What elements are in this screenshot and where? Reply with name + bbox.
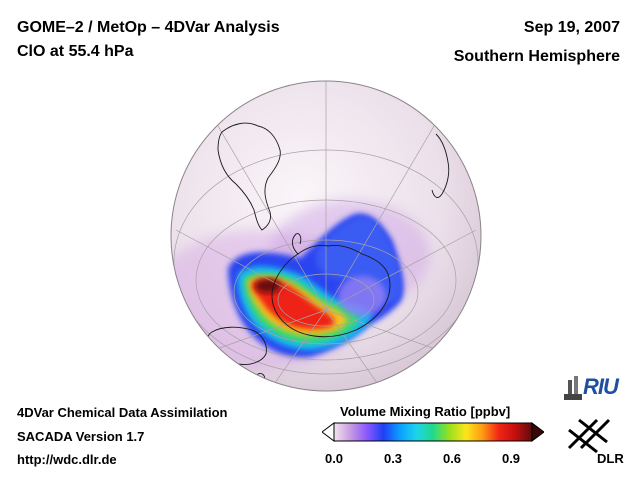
map-subtitle: ClO at 55.4 hPa <box>17 43 134 60</box>
colorbar-tick: 0.9 <box>501 451 521 466</box>
globe-map <box>170 80 482 392</box>
map-date: Sep 19, 2007 <box>523 19 620 36</box>
riu-logo-text: RIU <box>583 374 619 399</box>
colorbar-tick: 0.0 <box>324 451 344 466</box>
colorbar-tick: 0.3 <box>383 451 403 466</box>
riu-logo-icon <box>564 376 582 400</box>
footer-assimilation: 4DVar Chemical Data Assimilation <box>17 405 228 420</box>
colorbar <box>322 422 544 442</box>
graticule <box>173 81 479 391</box>
hemisphere-label: Southern Hemisphere <box>453 48 620 65</box>
colorbar-title: Volume Mixing Ratio [ppbv] <box>340 404 511 419</box>
footer-url[interactable]: http://wdc.dlr.de <box>17 452 117 467</box>
dlr-logo-text: DLR <box>597 451 624 466</box>
coastlines <box>206 122 450 383</box>
dlr-logo-icon <box>567 418 611 454</box>
colorbar-tick: 0.6 <box>442 451 462 466</box>
map-title: GOME–2 / MetOp – 4DVar Analysis <box>17 19 280 36</box>
colorbar-min-arrow <box>322 422 335 442</box>
colorbar-scale <box>333 422 533 442</box>
footer-version: SACADA Version 1.7 <box>17 429 145 444</box>
colorbar-max-arrow <box>531 422 544 442</box>
globe-outline <box>170 80 482 392</box>
